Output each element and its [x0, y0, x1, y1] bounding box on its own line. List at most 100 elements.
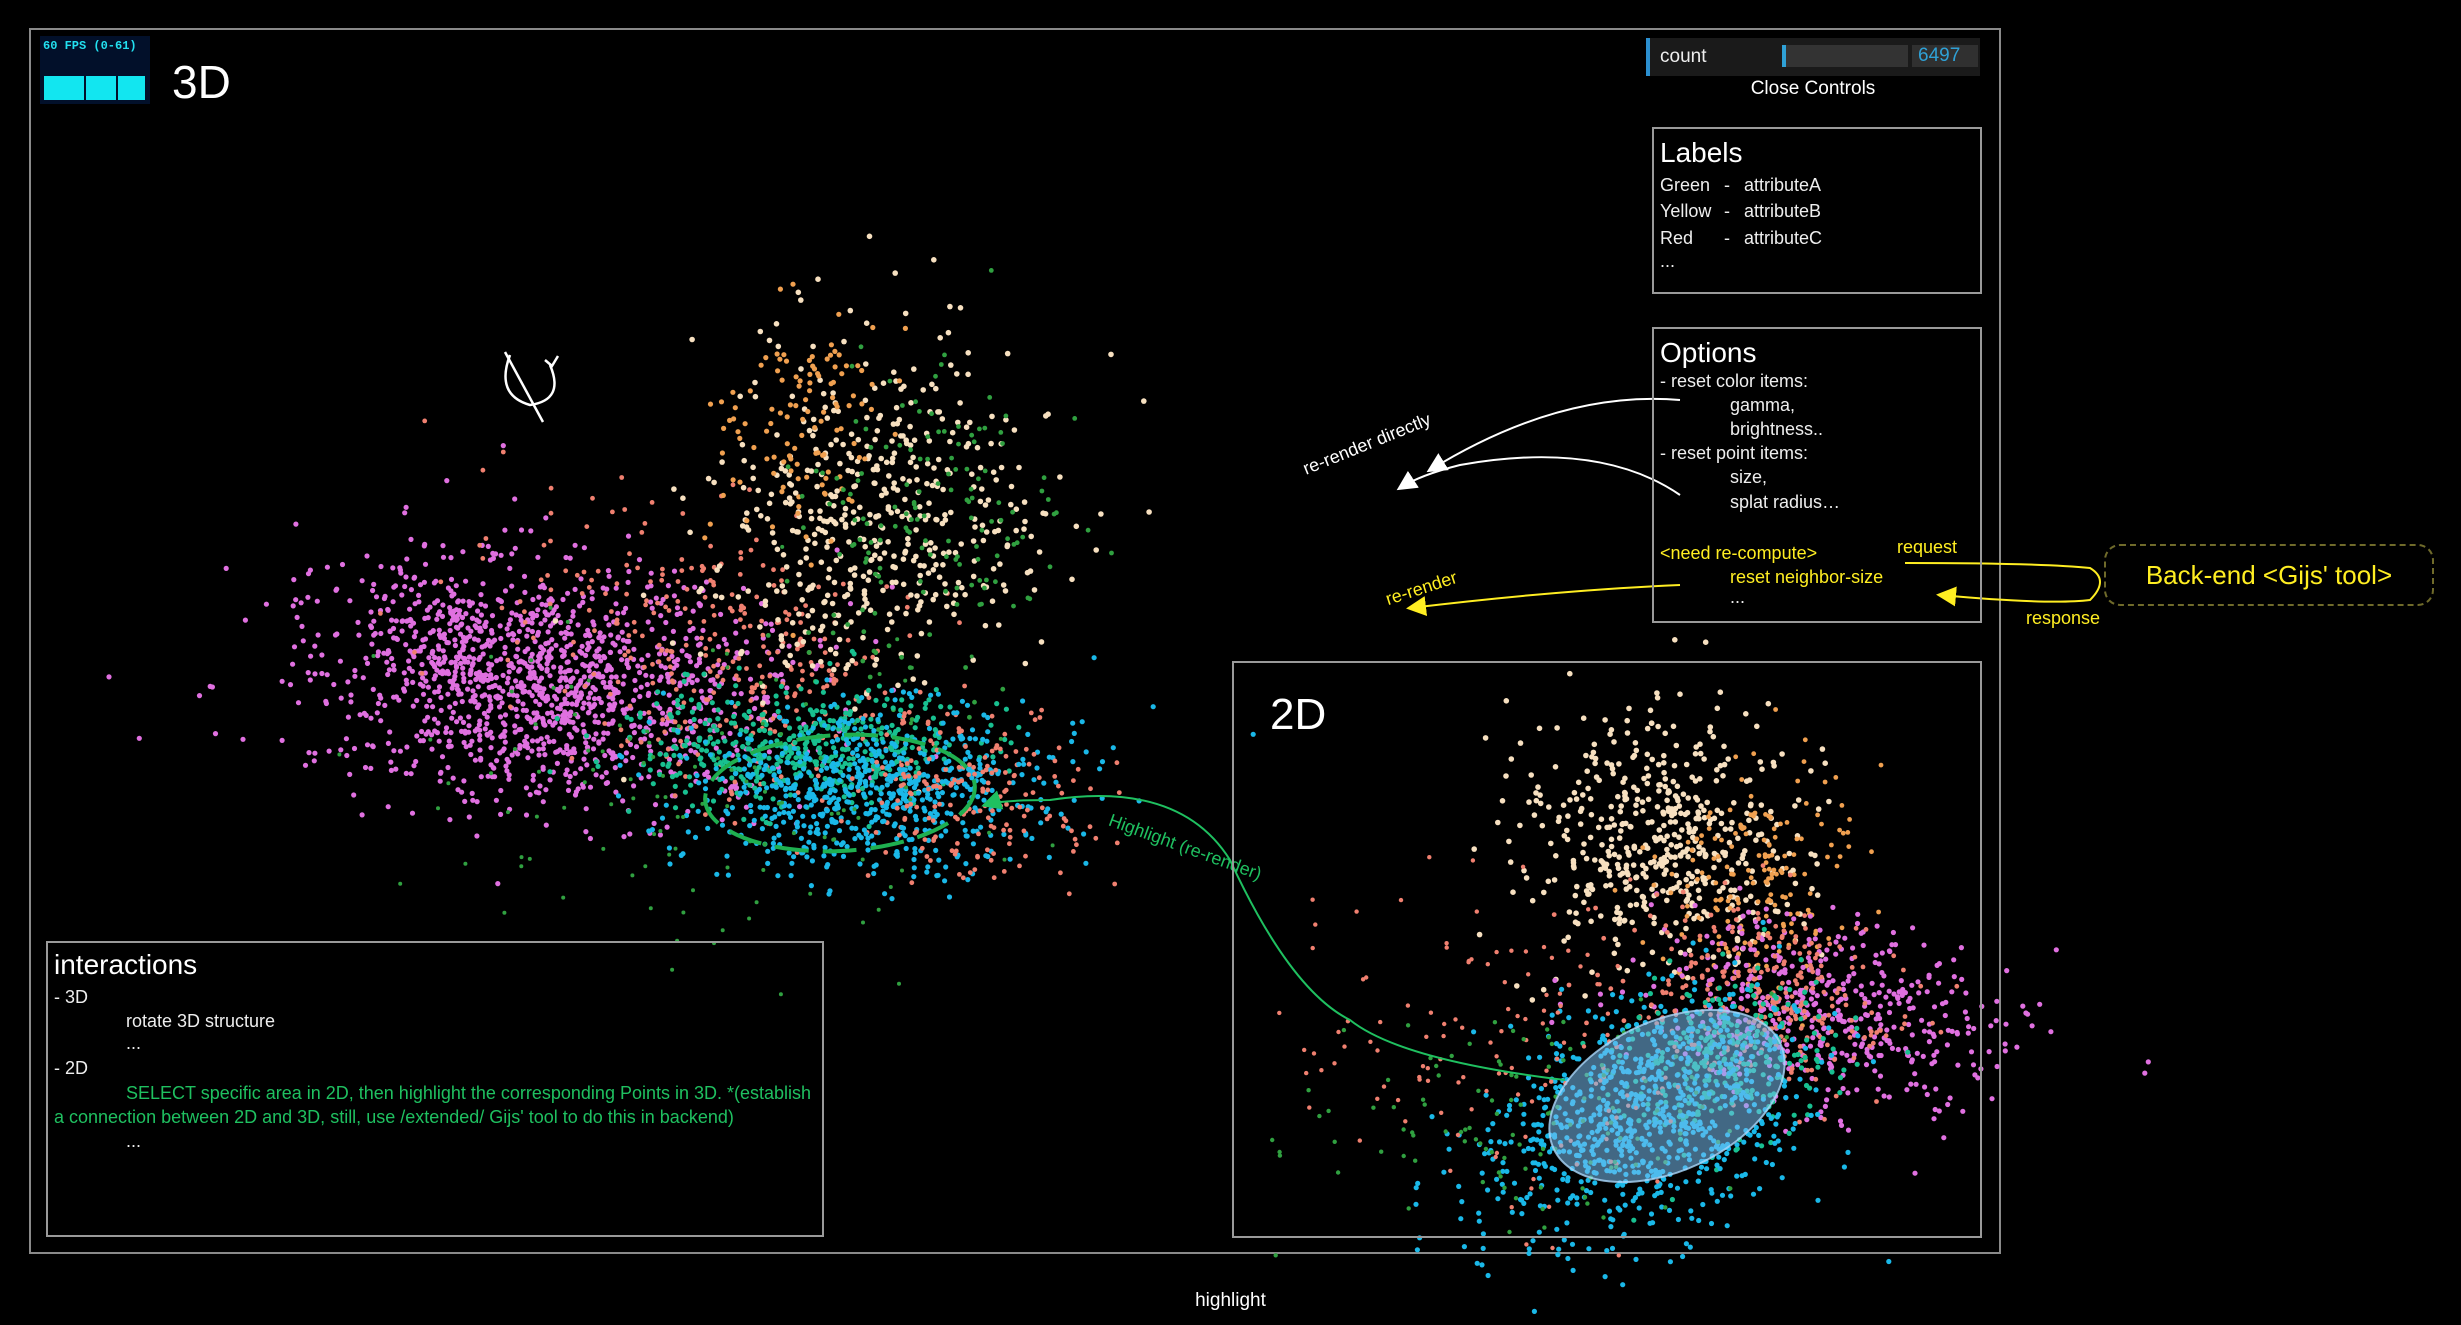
point — [438, 707, 444, 714]
point — [467, 679, 473, 685]
point — [721, 636, 727, 643]
point — [452, 673, 458, 679]
point — [457, 631, 464, 637]
point — [419, 728, 425, 735]
point — [319, 670, 325, 677]
point — [551, 664, 557, 670]
point — [498, 811, 504, 818]
point — [772, 672, 778, 678]
point — [593, 731, 599, 737]
point — [617, 649, 623, 655]
point — [411, 634, 417, 640]
point — [599, 774, 605, 780]
point — [293, 521, 299, 527]
point — [357, 712, 363, 718]
point — [630, 754, 636, 761]
point — [378, 563, 384, 570]
point — [560, 712, 566, 718]
point — [295, 700, 302, 706]
point — [731, 691, 737, 697]
point — [589, 589, 595, 595]
point — [414, 697, 420, 704]
point — [587, 835, 594, 842]
point — [446, 744, 452, 750]
point — [299, 623, 305, 630]
point — [543, 515, 549, 521]
point — [472, 757, 478, 763]
point — [432, 673, 438, 679]
point — [518, 617, 524, 623]
point — [403, 677, 409, 683]
point — [467, 603, 473, 609]
point — [613, 674, 619, 680]
point — [562, 635, 568, 641]
point — [470, 797, 476, 803]
point — [404, 744, 410, 750]
point — [509, 583, 515, 589]
point — [658, 600, 664, 606]
point — [671, 593, 678, 599]
point — [610, 640, 616, 646]
point — [564, 684, 570, 690]
point — [625, 579, 631, 586]
point — [390, 565, 396, 571]
point — [498, 787, 504, 794]
point — [626, 568, 632, 575]
point — [585, 640, 591, 647]
point — [466, 714, 472, 720]
point — [510, 637, 516, 643]
point — [592, 653, 598, 659]
point — [631, 697, 637, 703]
point — [497, 750, 503, 756]
point — [498, 734, 504, 740]
point — [584, 762, 590, 768]
point — [437, 770, 444, 776]
point — [549, 702, 555, 708]
point — [407, 606, 413, 612]
point — [453, 654, 460, 660]
point — [648, 570, 654, 576]
point — [525, 715, 531, 722]
point — [632, 677, 638, 684]
point — [390, 599, 396, 605]
point — [520, 701, 526, 707]
point — [279, 678, 285, 684]
point — [432, 654, 438, 661]
point — [565, 667, 572, 674]
point — [279, 737, 285, 744]
point — [482, 726, 488, 732]
point — [460, 719, 467, 726]
point — [638, 684, 644, 690]
point — [613, 687, 619, 693]
point — [536, 746, 542, 752]
point — [632, 687, 639, 693]
point — [596, 739, 602, 745]
point — [324, 672, 330, 678]
point — [505, 632, 512, 638]
point — [612, 765, 618, 771]
point — [385, 607, 391, 613]
point — [533, 789, 540, 795]
point — [631, 646, 637, 652]
point — [581, 545, 588, 551]
point — [429, 746, 435, 752]
point — [516, 628, 523, 635]
point — [448, 555, 454, 561]
point — [711, 707, 717, 713]
point — [734, 747, 740, 753]
point — [578, 766, 584, 772]
point — [223, 565, 229, 572]
point — [306, 750, 312, 756]
point — [509, 551, 515, 557]
point — [544, 654, 550, 660]
point — [661, 635, 667, 642]
point — [477, 732, 483, 739]
point — [477, 737, 483, 743]
point — [547, 777, 553, 783]
point — [540, 715, 546, 722]
point — [652, 802, 659, 808]
point — [385, 740, 391, 747]
point — [593, 663, 600, 669]
point — [658, 613, 664, 619]
point — [547, 719, 553, 725]
